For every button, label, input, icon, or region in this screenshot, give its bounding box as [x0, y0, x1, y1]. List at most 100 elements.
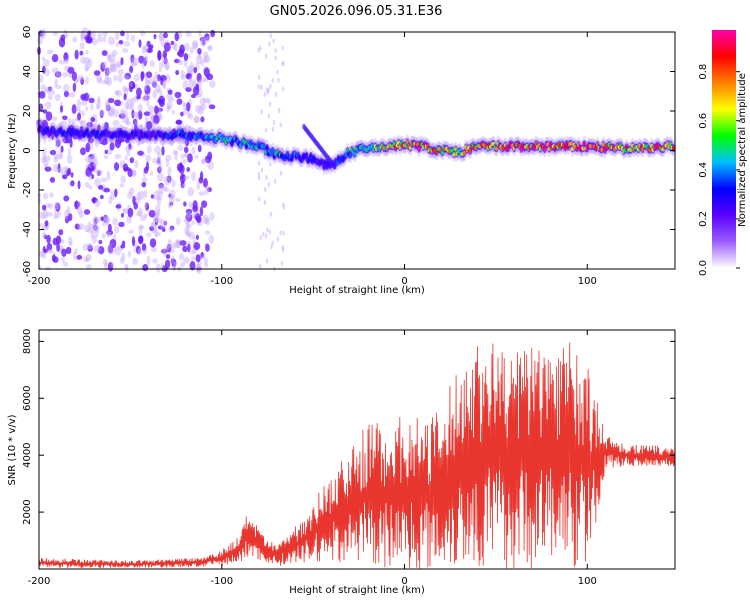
noise-blob [72, 82, 77, 92]
noise-blob [183, 201, 187, 207]
noise-blob [191, 171, 197, 182]
noise-blob [90, 103, 94, 111]
noise-blob [174, 150, 178, 161]
colorbar-ticks: 0.0 0.2 0.4 0.6 0.8 [698, 64, 740, 276]
noise-blob [131, 169, 137, 177]
noise-blob [138, 225, 143, 235]
ridge-core [462, 150, 467, 156]
noise-blob [142, 263, 149, 272]
noise-blob [146, 232, 152, 238]
noise-blob [71, 104, 77, 115]
noise-blob [144, 85, 151, 95]
ridge-core [348, 152, 353, 158]
noise-blob [187, 125, 192, 131]
noise-blob [207, 187, 212, 193]
noise-blob [97, 36, 104, 43]
noise-blob [182, 108, 188, 115]
noise-blob [258, 263, 262, 269]
noise-blob [175, 69, 180, 76]
noise-blob [66, 205, 71, 215]
noise-blob [135, 197, 141, 204]
noise-blob [91, 152, 97, 163]
noise-blob [108, 36, 115, 46]
noise-blob [187, 187, 195, 197]
noise-blob [163, 220, 168, 226]
noise-blob [164, 60, 170, 70]
noise-blob [145, 71, 153, 79]
colorbar-tick-label: 0.2 [698, 211, 709, 227]
noise-blob [104, 76, 110, 85]
snr-y-label: SNR (10 * v/v) [7, 414, 18, 485]
noise-blob [204, 36, 211, 43]
noise-blob [265, 174, 268, 180]
x-tick-label: 100 [578, 276, 597, 287]
noise-blob [101, 80, 109, 85]
noise-blob [106, 53, 111, 60]
noise-blob [193, 115, 200, 124]
noise-blob [197, 105, 205, 115]
ridge-branch [332, 163, 337, 170]
noise-blob [69, 240, 73, 247]
noise-blob [161, 146, 165, 156]
noise-blob [185, 229, 190, 237]
noise-blob [162, 81, 166, 89]
noise-blob [118, 40, 124, 45]
noise-blob [155, 231, 162, 237]
x-tick-label: 0 [401, 276, 407, 287]
noise-blob [137, 207, 143, 217]
noise-blob [269, 33, 272, 39]
noise-blob [92, 215, 99, 225]
noise-blob [127, 250, 131, 258]
noise-blob [135, 245, 141, 255]
noise-blob [63, 58, 70, 65]
noise-blob [177, 58, 183, 66]
noise-blob [55, 71, 61, 78]
noise-blob [100, 177, 107, 183]
noise-blob [169, 193, 174, 201]
noise-blob [116, 63, 122, 68]
noise-blob [99, 194, 104, 200]
noise-blob [200, 60, 205, 66]
noise-blob [157, 172, 165, 182]
ridge-core [601, 142, 605, 147]
noise-blob [163, 175, 171, 186]
noise-blob [187, 153, 193, 163]
noise-blob [58, 59, 65, 65]
noise-blob [52, 31, 59, 37]
noise-blob [193, 116, 200, 123]
noise-blob [165, 254, 171, 259]
noise-blob [122, 208, 129, 214]
noise-blob [107, 243, 113, 254]
noise-blob [162, 79, 167, 89]
noise-blob [46, 49, 54, 55]
noise-blob [72, 36, 78, 43]
noise-blob [79, 50, 84, 56]
noise-blob [143, 166, 149, 174]
noise-blob [269, 211, 273, 217]
noise-blob [85, 253, 92, 261]
noise-blob [185, 222, 192, 229]
colorbar-tick-label: 0.0 [698, 260, 709, 276]
ridge-core [262, 144, 266, 149]
noise-blob [124, 72, 131, 80]
noise-blob [163, 32, 168, 39]
noise-blob [202, 58, 209, 63]
noise-blob [158, 67, 162, 73]
noise-blob [112, 120, 120, 127]
noise-blob [129, 65, 134, 74]
noise-blob [157, 191, 163, 201]
noise-blob [87, 137, 94, 144]
noise-blob [86, 242, 93, 250]
noise-blob [75, 107, 80, 112]
noise-blob [80, 33, 85, 42]
noise-blob [170, 96, 174, 102]
spectrogram-x-label: Height of straight line (km) [289, 285, 425, 296]
noise-blob [103, 121, 109, 131]
noise-blob [186, 211, 192, 219]
noise-blob [141, 181, 147, 188]
noise-blob [53, 202, 60, 210]
noise-blob [159, 61, 165, 69]
noise-blob [203, 51, 209, 59]
noise-blob [78, 120, 84, 125]
noise-blob [204, 230, 211, 236]
